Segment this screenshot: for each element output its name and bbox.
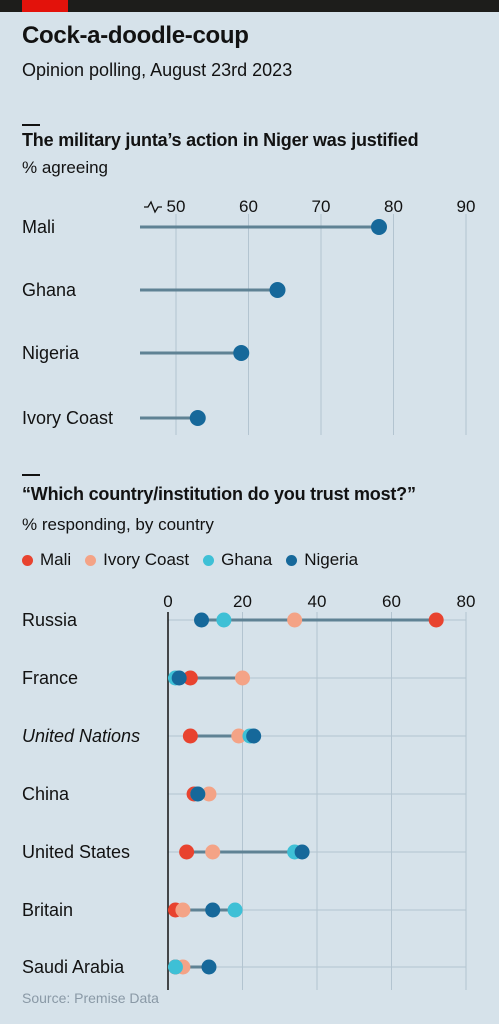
tick-label-60: 60 (382, 592, 401, 611)
legend-item-mali: Mali (22, 550, 71, 570)
tick-label-40: 40 (308, 592, 327, 611)
chart-title: Cock-a-doodle-coup (22, 22, 249, 49)
tick-label-70: 70 (312, 197, 331, 216)
dot-united-states-ivory-coast (205, 844, 221, 860)
dot-russia-mali (428, 612, 444, 628)
dot-china-nigeria (190, 786, 206, 802)
panel2-chart: 0 20 40 60 80 Russia France United Nations China… (22, 592, 476, 990)
dot-united-states-nigeria (294, 844, 310, 860)
dot-united-nations-ivory-coast (231, 728, 247, 744)
row-label-china: China (22, 784, 70, 804)
tick-label-90: 90 (457, 197, 476, 216)
lollipop-dot-nigeria (233, 345, 250, 361)
dot-france-mali (182, 670, 198, 686)
dot-united-nations-nigeria (246, 728, 262, 744)
dot-britain-ivory-coast (175, 902, 191, 918)
dot-france-ivory-coast (235, 670, 250, 686)
chart-subtitle: Opinion polling, August 23rd 2023 (22, 60, 293, 80)
legend-label-mali: Mali (40, 550, 72, 569)
legend-dot-nigeria (286, 554, 298, 566)
legend-label-nigeria: Nigeria (304, 550, 359, 569)
row-label-britain: Britain (22, 900, 73, 920)
tick-label-80: 80 (384, 197, 403, 216)
tick-label-80: 80 (457, 592, 476, 611)
axis-break-icon (144, 200, 162, 214)
panel2-legend: Mali Ivory Coast Ghana Nigeria (22, 550, 372, 570)
row-label-united-states: United States (22, 842, 130, 862)
panel1-chart: 50 60 70 80 90 Mali Ghana Nigeria Ivory Coast (22, 197, 476, 435)
panel1-rule (22, 124, 40, 126)
legend-label-ivory-coast: Ivory Coast (103, 550, 190, 569)
panel2-title: “Which country/institution do you trust … (22, 484, 416, 504)
panel1-title: The military junta’s action in Niger was… (22, 130, 419, 150)
legend-dot-ivory-coast (85, 554, 97, 566)
legend-item-nigeria: Nigeria (286, 550, 358, 570)
dot-russia-ivory-coast (287, 612, 303, 628)
dot-united-nations-mali (182, 728, 198, 744)
dot-russia-ghana (216, 612, 232, 628)
legend-item-ghana: Ghana (203, 550, 272, 570)
legend-label-ghana: Ghana (221, 550, 273, 569)
dot-russia-nigeria (194, 612, 210, 628)
row-label-france: France (22, 668, 78, 688)
row-label-united-nations: United Nations (22, 726, 140, 746)
tick-label-0: 0 (163, 592, 172, 611)
panel2-rule (22, 474, 40, 476)
tick-label-20: 20 (233, 592, 252, 611)
lollipop-dot-ivory-coast (189, 410, 206, 426)
legend-dot-ghana (203, 554, 215, 566)
dot-saudi-arabia-ghana (167, 959, 183, 975)
dot-united-states-mali (179, 844, 195, 860)
row-label-saudi-arabia: Saudi Arabia (22, 957, 125, 977)
dot-france-nigeria (171, 670, 187, 686)
row-label-russia: Russia (22, 610, 78, 630)
lollipop-dot-mali (371, 219, 387, 235)
brand-red-tag (22, 0, 68, 12)
dot-britain-nigeria (205, 902, 221, 918)
source-note: Source: Premise Data (22, 990, 159, 1006)
panel2-subtitle: % responding, by country (22, 515, 214, 534)
row-label-nigeria: Nigeria (22, 343, 80, 363)
legend-dot-mali (22, 554, 33, 566)
legend-item-ivory-coast: Ivory Coast (85, 550, 189, 570)
tick-label-60: 60 (239, 197, 258, 216)
row-label-mali: Mali (22, 217, 55, 237)
lollipop-dot-ghana (269, 282, 286, 298)
tick-label-50: 50 (167, 197, 186, 216)
dot-china-ivory-coast (201, 786, 217, 802)
panel1-subtitle: % agreeing (22, 158, 109, 177)
top-bar (0, 0, 499, 12)
dot-saudi-arabia-nigeria (201, 959, 217, 975)
dot-britain-ghana (227, 902, 243, 918)
row-label-ghana: Ghana (22, 280, 77, 300)
row-label-ivory-coast: Ivory Coast (22, 408, 113, 428)
